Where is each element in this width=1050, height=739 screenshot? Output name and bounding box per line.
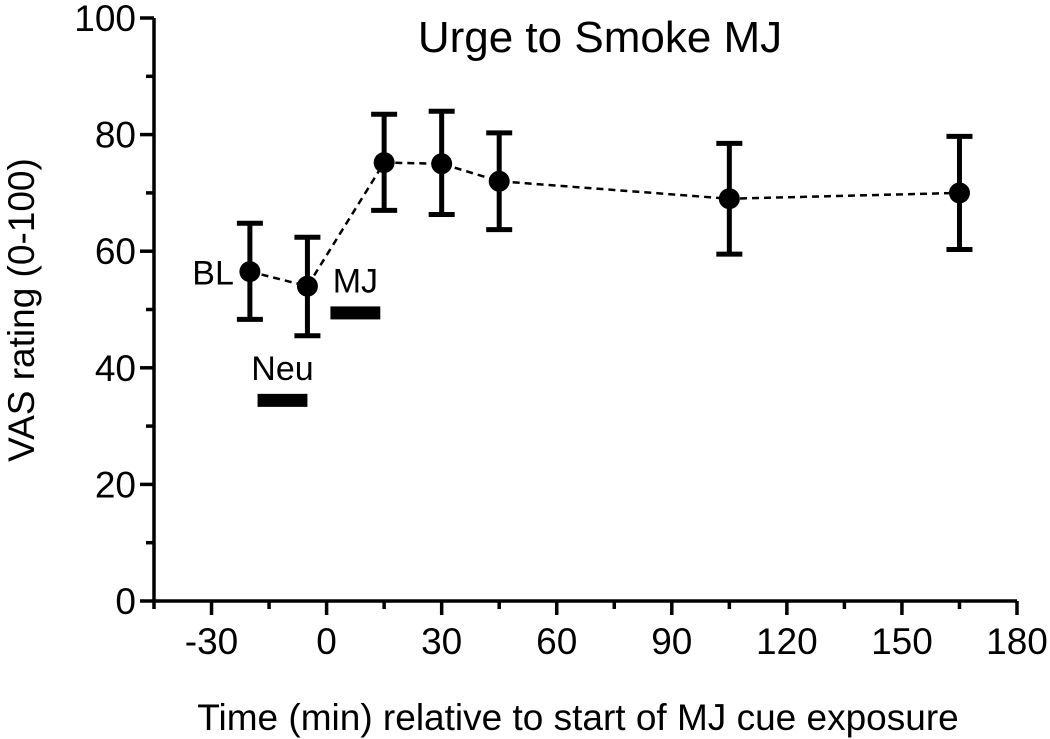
y-tick-label: 100 xyxy=(74,0,136,39)
chart-title: Urge to Smoke MJ xyxy=(418,13,782,62)
x-tick-label: 150 xyxy=(871,621,933,662)
x-tick-label: 30 xyxy=(421,621,462,662)
y-axis-label: VAS rating (0-100) xyxy=(1,158,42,462)
data-point xyxy=(948,182,970,204)
phase-bar xyxy=(330,306,381,320)
data-point xyxy=(431,153,453,175)
x-tick-label: 0 xyxy=(316,621,337,662)
x-tick-label: 120 xyxy=(756,621,818,662)
phase-bar-label: MJ xyxy=(333,262,378,300)
y-tick-label: 40 xyxy=(95,348,136,389)
y-tick-label: 80 xyxy=(95,115,136,156)
annotation-label: BL xyxy=(192,255,234,293)
x-axis-label: Time (min) relative to start of MJ cue e… xyxy=(197,697,958,738)
data-point xyxy=(296,275,318,297)
data-series xyxy=(236,108,973,339)
y-tick-label: 60 xyxy=(95,231,136,272)
x-tick-label: -30 xyxy=(185,621,238,662)
phase-bar-label: Neu xyxy=(251,350,313,388)
y-tick-label: 20 xyxy=(95,464,136,505)
x-tick-label: 90 xyxy=(651,621,692,662)
axis-ticks xyxy=(140,16,1019,615)
x-tick-label: 60 xyxy=(536,621,577,662)
phase-bar xyxy=(257,393,308,407)
data-point xyxy=(373,152,395,174)
y-tick-label: 0 xyxy=(115,581,136,622)
phase-bars: Neu MJ xyxy=(251,262,381,407)
data-point xyxy=(239,261,261,283)
annotations: BL xyxy=(192,255,234,293)
axis-tick-labels: 0 20 40 60 80 100 -30 0 30 60 90 120 150 180 xyxy=(74,0,1048,662)
x-tick-label: 180 xyxy=(986,621,1048,662)
axes xyxy=(152,18,1017,603)
data-point xyxy=(488,170,510,192)
data-point xyxy=(718,188,740,210)
